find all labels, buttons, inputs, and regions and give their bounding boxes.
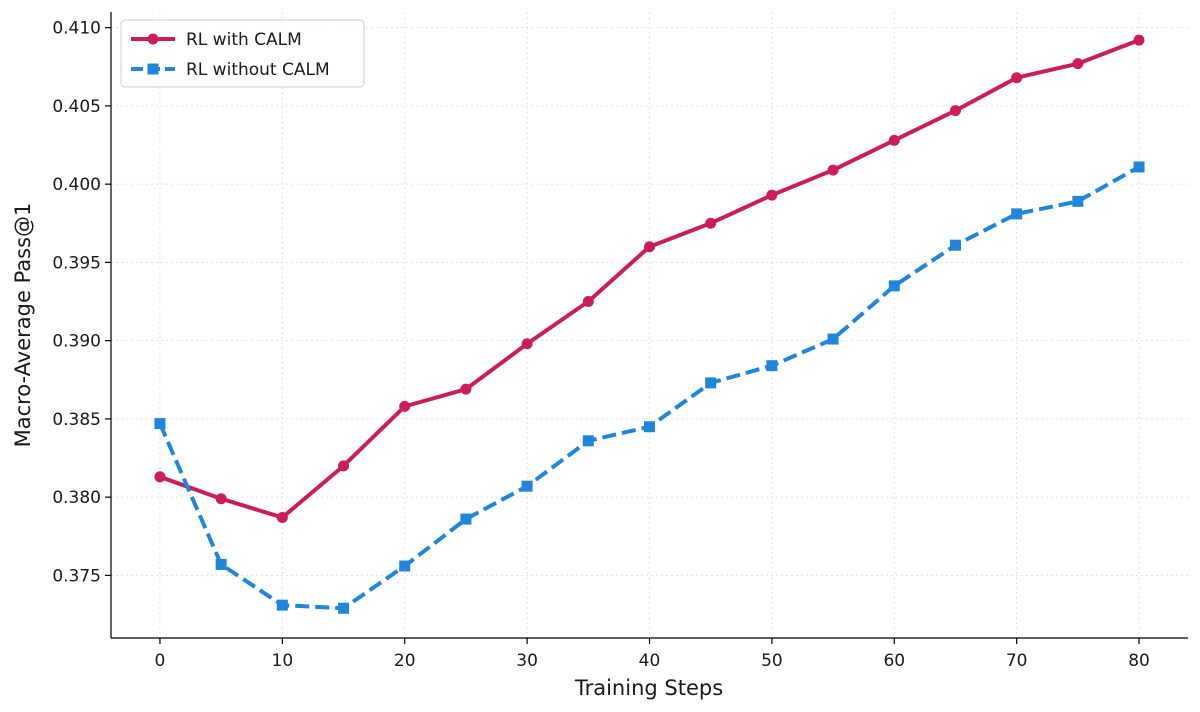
series-rl-with-calm bbox=[154, 34, 1145, 523]
x-tick-label: 10 bbox=[272, 651, 294, 671]
y-tick-label: 0.410 bbox=[52, 19, 101, 39]
data-point-rl-without-calm bbox=[644, 421, 655, 433]
data-point-rl-without-calm bbox=[276, 599, 288, 611]
data-point-rl-without-calm bbox=[154, 418, 166, 430]
data-point-rl-without-calm bbox=[949, 239, 961, 251]
data-point-rl-with-calm bbox=[766, 189, 778, 201]
x-ticks: 0 10 20 30 40 50 60 70 80 bbox=[155, 638, 1150, 671]
data-point-rl-with-calm bbox=[582, 296, 594, 308]
y-tick-label: 0.395 bbox=[52, 253, 101, 273]
x-tick-label: 60 bbox=[883, 651, 905, 671]
y-tick-label: 0.375 bbox=[52, 566, 101, 586]
y-tick-label: 0.380 bbox=[52, 488, 101, 508]
legend-marker-rl-with-calm bbox=[147, 33, 159, 45]
x-tick-label: 30 bbox=[516, 651, 538, 671]
data-point-rl-with-calm bbox=[154, 471, 166, 483]
x-tick-label: 20 bbox=[394, 651, 416, 671]
grid bbox=[111, 12, 1188, 638]
data-point-rl-with-calm bbox=[644, 241, 655, 253]
x-axis-label: Training Steps bbox=[574, 676, 723, 700]
y-tick-label: 0.405 bbox=[52, 97, 101, 117]
data-point-rl-with-calm bbox=[215, 493, 227, 505]
data-point-rl-with-calm bbox=[338, 460, 350, 472]
data-point-rl-without-calm bbox=[582, 435, 594, 447]
data-point-rl-with-calm bbox=[949, 105, 961, 117]
data-point-rl-with-calm bbox=[276, 511, 288, 523]
data-point-rl-without-calm bbox=[827, 333, 839, 345]
data-point-rl-without-calm bbox=[1072, 195, 1084, 207]
data-point-rl-without-calm bbox=[888, 280, 900, 292]
x-tick-label: 40 bbox=[639, 651, 661, 671]
data-point-rl-with-calm bbox=[1133, 34, 1145, 46]
data-point-rl-without-calm bbox=[460, 513, 472, 525]
data-point-rl-with-calm bbox=[888, 134, 900, 146]
legend-label-rl-without-calm: RL without CALM bbox=[186, 60, 330, 80]
x-tick-label: 70 bbox=[1006, 651, 1028, 671]
data-point-rl-without-calm bbox=[338, 602, 350, 614]
data-point-rl-without-calm bbox=[1011, 208, 1023, 220]
data-point-rl-with-calm bbox=[1072, 58, 1084, 70]
data-point-rl-with-calm bbox=[827, 164, 839, 176]
legend-box bbox=[120, 19, 365, 88]
legend-label-rl-with-calm: RL with CALM bbox=[186, 30, 302, 50]
data-point-rl-without-calm bbox=[399, 560, 411, 572]
x-tick-label: 80 bbox=[1128, 651, 1150, 671]
data-point-rl-without-calm bbox=[766, 360, 778, 372]
legend-marker-rl-without-calm bbox=[147, 63, 159, 75]
data-point-rl-with-calm bbox=[521, 338, 533, 350]
data-point-rl-without-calm bbox=[521, 480, 533, 492]
y-axis-label: Macro-Average Pass@1 bbox=[11, 203, 35, 448]
y-tick-label: 0.400 bbox=[52, 175, 101, 195]
legend: RL with CALM RL without CALM bbox=[120, 19, 365, 88]
data-point-rl-with-calm bbox=[705, 217, 717, 229]
series-rl-without-calm bbox=[154, 161, 1145, 614]
data-point-rl-with-calm bbox=[1011, 72, 1023, 84]
data-point-rl-without-calm bbox=[1133, 161, 1145, 173]
x-tick-label: 0 bbox=[155, 651, 166, 671]
data-point-rl-with-calm bbox=[399, 400, 411, 412]
y-tick-label: 0.385 bbox=[52, 410, 101, 430]
y-ticks: 0.375 0.380 0.385 0.390 0.395 0.400 0.405 0.410 bbox=[52, 19, 111, 586]
data-point-rl-without-calm bbox=[705, 377, 717, 389]
y-tick-label: 0.390 bbox=[52, 332, 101, 352]
data-point-rl-without-calm bbox=[215, 558, 227, 570]
x-tick-label: 50 bbox=[761, 651, 783, 671]
data-point-rl-with-calm bbox=[460, 383, 472, 395]
series-group bbox=[154, 34, 1145, 614]
